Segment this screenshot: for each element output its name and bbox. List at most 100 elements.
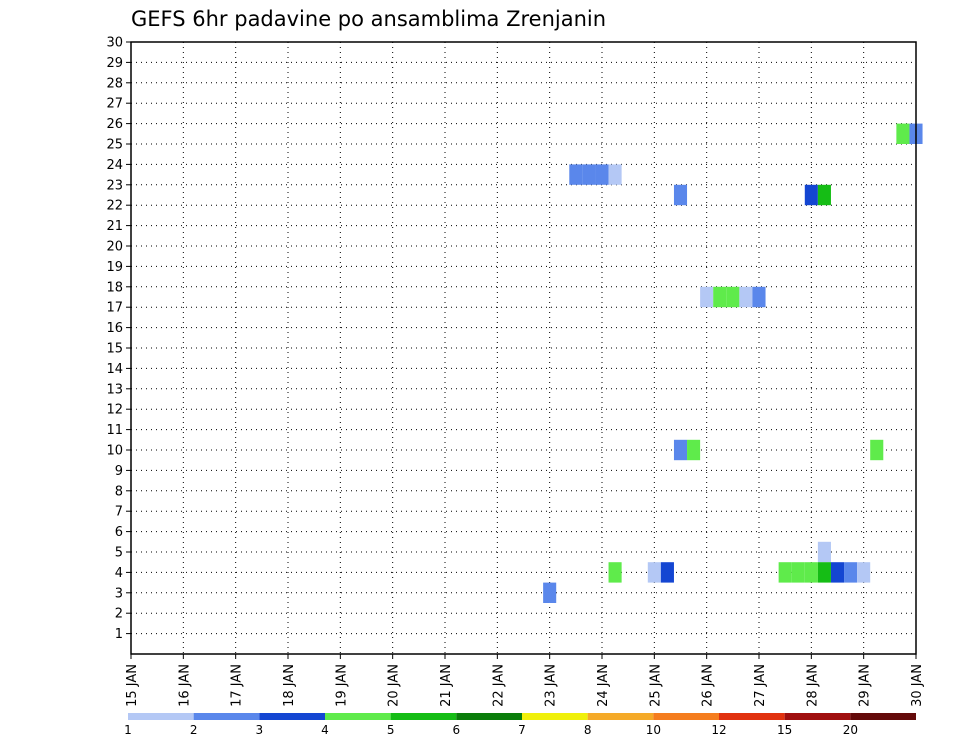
x-tick-label: 24 JAN bbox=[596, 664, 611, 707]
y-tick-label: 11 bbox=[106, 423, 123, 438]
y-tick-label: 28 bbox=[106, 76, 123, 91]
colorbar-label: 12 bbox=[711, 723, 726, 737]
x-tick-label: 28 JAN bbox=[805, 664, 820, 707]
x-tick-label: 27 JAN bbox=[753, 664, 768, 707]
y-tick-label: 2 bbox=[115, 607, 123, 622]
precip-cell bbox=[870, 439, 884, 461]
y-tick-label: 10 bbox=[106, 444, 123, 459]
y-tick-label: 21 bbox=[106, 219, 123, 234]
precip-cell bbox=[752, 286, 766, 308]
colorbar-swatch bbox=[259, 713, 325, 720]
precip-cell bbox=[778, 562, 792, 583]
precip-cell bbox=[817, 184, 831, 206]
y-tick-label: 9 bbox=[115, 464, 123, 479]
precip-cell bbox=[791, 562, 805, 583]
precip-cell bbox=[739, 286, 753, 308]
precip-cell bbox=[687, 439, 701, 461]
colorbar-legend: 1 2 3 4 5 6 7 8 10 12 15 20 bbox=[124, 713, 916, 737]
y-tick-label: 29 bbox=[106, 56, 123, 71]
y-tick-label: 27 bbox=[106, 97, 123, 112]
colorbar-swatch bbox=[456, 713, 522, 720]
colorbar-swatch bbox=[193, 713, 260, 720]
colorbar-swatch bbox=[719, 713, 785, 720]
y-tick-label: 20 bbox=[106, 240, 123, 255]
precip-cell bbox=[595, 164, 609, 185]
precip-cell bbox=[804, 184, 818, 206]
precip-cell bbox=[660, 562, 674, 583]
colorbar-swatch bbox=[653, 713, 719, 720]
precip-cell bbox=[582, 164, 596, 185]
x-tick-label: 26 JAN bbox=[701, 664, 716, 707]
grid-lines bbox=[131, 42, 916, 654]
y-tick-label: 8 bbox=[115, 484, 123, 499]
colorbar-swatch bbox=[784, 713, 851, 720]
y-tick-label: 12 bbox=[106, 403, 123, 418]
precip-cell bbox=[647, 562, 661, 583]
colorbar-swatch bbox=[522, 713, 588, 720]
precip-cell bbox=[673, 184, 688, 206]
x-tick-label: 16 JAN bbox=[177, 664, 192, 707]
colorbar-swatch bbox=[325, 713, 391, 720]
colorbar-label: 8 bbox=[584, 723, 592, 737]
precip-cell bbox=[896, 123, 910, 144]
x-tick-label: 29 JAN bbox=[858, 664, 873, 707]
y-tick-label: 13 bbox=[106, 382, 123, 397]
x-axis: 15 JAN 16 JAN 17 JAN 18 JAN 19 JAN 20 JAN 21 J… bbox=[125, 654, 925, 707]
y-tick-label: 25 bbox=[106, 138, 123, 153]
y-tick-label: 30 bbox=[106, 36, 123, 51]
x-tick-label: 18 JAN bbox=[282, 664, 297, 707]
precip-cell bbox=[817, 562, 831, 583]
chart-title: GEFS 6hr padavine po ansamblima Zrenjani… bbox=[131, 7, 606, 31]
y-tick-label: 6 bbox=[115, 525, 123, 540]
colorbar-label: 4 bbox=[321, 723, 329, 737]
x-tick-label: 19 JAN bbox=[334, 664, 349, 707]
x-tick-label: 22 JAN bbox=[491, 664, 506, 707]
x-tick-label: 30 JAN bbox=[910, 664, 925, 707]
precip-cell bbox=[817, 541, 831, 563]
y-tick-label: 16 bbox=[106, 321, 123, 336]
y-tick-label: 1 bbox=[115, 627, 123, 642]
y-tick-label: 22 bbox=[106, 199, 123, 214]
precip-cell bbox=[713, 286, 727, 308]
precip-cell bbox=[804, 562, 818, 583]
precip-cell bbox=[608, 562, 622, 583]
y-tick-label: 19 bbox=[106, 260, 123, 275]
precip-cell bbox=[608, 164, 622, 185]
y-tick-label: 15 bbox=[106, 342, 123, 357]
x-tick-label: 17 JAN bbox=[230, 664, 245, 707]
colorbar-label: 15 bbox=[777, 723, 792, 737]
precip-cell bbox=[673, 439, 688, 461]
colorbar-label: 3 bbox=[256, 723, 264, 737]
precip-cell bbox=[700, 286, 714, 308]
colorbar-label: 7 bbox=[518, 723, 526, 737]
precip-cell bbox=[830, 562, 845, 583]
colorbar-label: 2 bbox=[190, 723, 198, 737]
x-tick-label: 23 JAN bbox=[544, 664, 559, 707]
colorbar-swatch bbox=[850, 713, 916, 720]
x-tick-label: 25 JAN bbox=[648, 664, 663, 707]
colorbar-label: 5 bbox=[387, 723, 395, 737]
colorbar-label: 1 bbox=[124, 723, 132, 737]
precip-cell bbox=[844, 562, 858, 583]
x-tick-label: 21 JAN bbox=[439, 664, 454, 707]
precip-cell bbox=[857, 562, 871, 583]
y-axis: 1234567891011121314151617181920212223242… bbox=[106, 36, 131, 642]
y-tick-label: 17 bbox=[106, 301, 123, 316]
y-tick-label: 23 bbox=[106, 178, 123, 193]
y-tick-label: 24 bbox=[106, 158, 123, 173]
x-tick-label: 20 JAN bbox=[387, 664, 402, 707]
colorbar-label: 20 bbox=[843, 723, 858, 737]
y-tick-label: 3 bbox=[115, 586, 123, 601]
data-cells bbox=[543, 123, 923, 603]
y-tick-label: 4 bbox=[115, 566, 123, 581]
y-tick-label: 5 bbox=[115, 546, 123, 561]
precip-cell bbox=[726, 286, 740, 308]
colorbar-swatch bbox=[587, 713, 654, 720]
y-tick-label: 14 bbox=[106, 362, 123, 377]
y-tick-label: 18 bbox=[106, 280, 123, 295]
colorbar-swatch bbox=[128, 713, 194, 720]
y-tick-label: 7 bbox=[115, 505, 123, 520]
colorbar-label: 10 bbox=[646, 723, 661, 737]
colorbar-swatch bbox=[390, 713, 457, 720]
